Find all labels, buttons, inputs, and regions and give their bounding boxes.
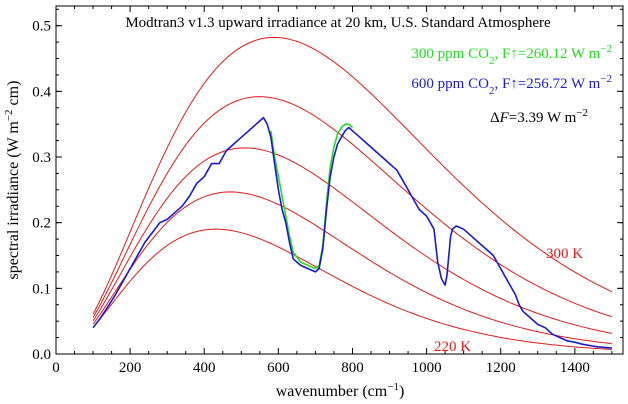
y-tick-label: 0.5 <box>32 19 51 35</box>
x-tick-label: 200 <box>119 360 142 376</box>
x-axis-ticks: 0 200 400 600 800 1000 1200 1400 <box>52 6 613 376</box>
label-300k: 300 K <box>546 246 583 262</box>
y-tick-label: 0.1 <box>32 281 51 297</box>
delta-f-label: ΔF=3.39 W m−2 <box>490 107 588 126</box>
y-tick-label: 0.2 <box>32 216 51 232</box>
y-tick-label: 0.4 <box>32 84 51 100</box>
series-300ppm <box>270 123 354 270</box>
legend-600ppm: 600 ppm CO2, F↑=256.72 W m−2 <box>411 73 612 97</box>
planck-curve-220k <box>92 228 612 350</box>
spectrum-600ppm-line <box>92 116 612 349</box>
chart-title: Modtran3 v1.3 upward irradiance at 20 km… <box>125 15 551 31</box>
planck-curve-300k <box>92 36 613 315</box>
x-tick-label: 600 <box>267 360 290 376</box>
legend-300ppm: 300 ppm CO2, F↑=260.12 W m−2 <box>411 43 612 67</box>
planck-curve-260k <box>92 147 612 334</box>
x-tick-label: 400 <box>193 360 216 376</box>
y-axis-label: spectral irradiance (W m−2 cm) <box>3 81 22 280</box>
x-tick-label: 800 <box>341 360 364 376</box>
y-tick-label: 0.3 <box>32 150 51 166</box>
y-tick-label: 0.0 <box>32 347 51 363</box>
planck-curve-240k <box>92 191 612 345</box>
y-axis-ticks: 0.0 0.1 0.2 0.3 0.4 0.5 <box>32 8 623 363</box>
series-600ppm <box>92 116 612 349</box>
planck-curves <box>92 36 613 350</box>
x-tick-label: 0 <box>52 360 60 376</box>
planck-curve-280k <box>92 96 613 318</box>
x-tick-label: 1000 <box>412 360 442 376</box>
label-220k: 220 K <box>434 339 471 355</box>
x-axis-label: wavenumber (cm−1) <box>276 381 405 400</box>
x-tick-label: 1200 <box>486 360 516 376</box>
spectrum-300ppm-line <box>270 123 354 270</box>
x-tick-label: 1400 <box>560 360 590 376</box>
plot-frame <box>55 5 624 355</box>
